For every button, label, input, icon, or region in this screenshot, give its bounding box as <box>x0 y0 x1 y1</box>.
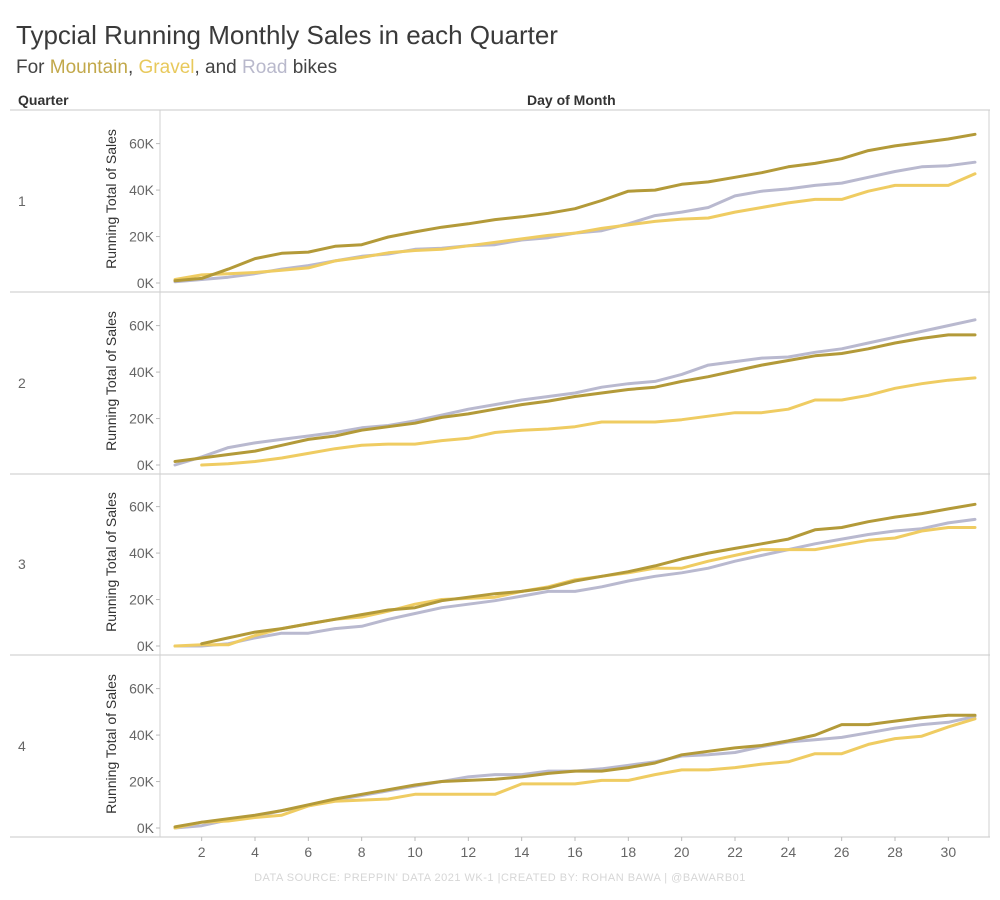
x-tick-label: 20 <box>674 844 690 860</box>
series-line-road-q2 <box>173 318 977 467</box>
x-tick-label: 30 <box>941 844 957 860</box>
series-line-gravel-q3 <box>173 526 977 648</box>
y-tick-label: 60K <box>129 499 155 515</box>
subtitle-sep2: , and <box>194 57 243 78</box>
x-tick-label: 4 <box>251 844 259 860</box>
series-line-mountain-q4 <box>173 713 977 829</box>
x-tick-label: 8 <box>358 844 366 860</box>
quarter-column-header: Quarter <box>18 92 69 108</box>
x-tick-label: 28 <box>887 844 903 860</box>
series-line-gravel-q2 <box>200 376 977 467</box>
quarter-label: 2 <box>18 375 26 391</box>
y-axis-title: Running Total of Sales <box>103 311 119 451</box>
x-tick-label: 22 <box>727 844 743 860</box>
y-tick-label: 40K <box>129 545 155 561</box>
y-axis-title: Running Total of Sales <box>103 674 119 814</box>
y-tick-label: 0K <box>137 638 155 654</box>
quarter-label: 4 <box>18 738 26 754</box>
chart-title: Typcial Running Monthly Sales in each Qu… <box>16 20 558 50</box>
y-tick-label: 0K <box>137 820 155 836</box>
y-tick-label: 20K <box>129 774 155 790</box>
x-tick-label: 6 <box>304 844 312 860</box>
x-tick-label: 26 <box>834 844 850 860</box>
x-tick-label: 14 <box>514 844 530 860</box>
y-tick-label: 40K <box>129 182 155 198</box>
chart-subtitle: For Mountain, Gravel, and Road bikes <box>16 57 337 79</box>
series-line-mountain-q1 <box>173 132 977 283</box>
subtitle-gravel: Gravel <box>138 57 195 78</box>
y-tick-label: 0K <box>137 275 155 291</box>
y-tick-label: 60K <box>129 136 155 152</box>
series-line-mountain-q3 <box>200 502 977 646</box>
subtitle-prefix: For <box>16 57 50 78</box>
y-tick-label: 0K <box>137 457 155 473</box>
y-tick-label: 60K <box>129 318 155 334</box>
series-line-road-q3 <box>173 517 977 648</box>
y-tick-label: 40K <box>129 727 155 743</box>
x-tick-label: 18 <box>621 844 637 860</box>
x-tick-label: 16 <box>567 844 583 860</box>
subtitle-road: Road <box>242 57 288 78</box>
subtitle-mountain: Mountain <box>49 57 128 78</box>
series-line-road-q1 <box>173 160 977 284</box>
y-axis-title: Running Total of Sales <box>103 129 119 269</box>
footer-credit: DATA SOURCE: PREPPIN' DATA 2021 WK-1 |CR… <box>254 872 746 884</box>
x-tick-label: 12 <box>461 844 477 860</box>
quarter-label: 3 <box>18 556 26 572</box>
x-tick-label: 2 <box>198 844 206 860</box>
day-of-month-header: Day of Month <box>527 92 616 108</box>
series-line-mountain-q2 <box>173 333 977 463</box>
x-tick-label: 24 <box>781 844 797 860</box>
x-tick-label: 10 <box>407 844 423 860</box>
quarter-label: 1 <box>18 193 26 209</box>
y-tick-label: 40K <box>129 364 155 380</box>
y-tick-label: 20K <box>129 411 155 427</box>
series-line-gravel-q1 <box>173 172 977 281</box>
y-tick-label: 20K <box>129 592 155 608</box>
y-axis-title: Running Total of Sales <box>103 492 119 632</box>
subtitle-sep1: , <box>127 57 139 78</box>
subtitle-suffix: bikes <box>287 57 338 78</box>
y-tick-label: 60K <box>129 681 155 697</box>
y-tick-label: 20K <box>129 229 155 245</box>
